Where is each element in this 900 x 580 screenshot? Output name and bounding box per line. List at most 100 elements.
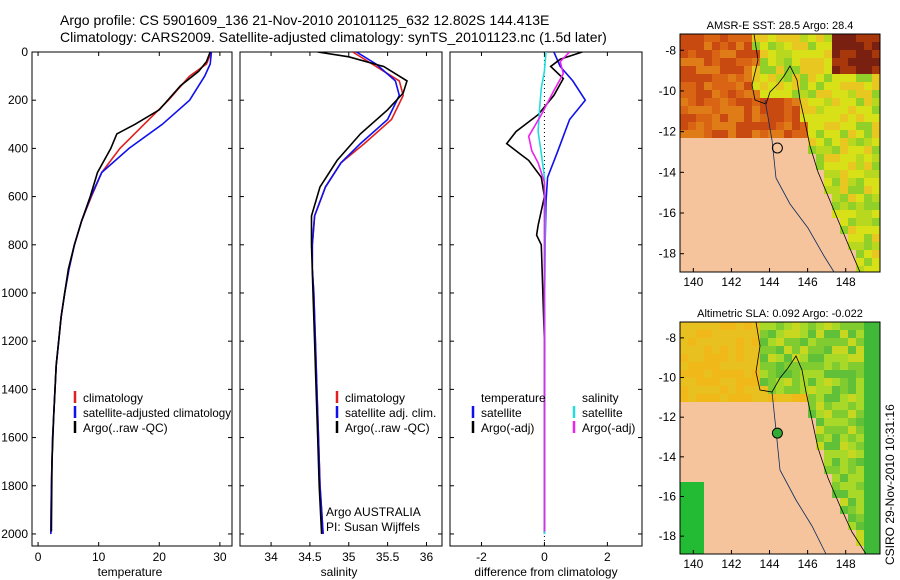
map-cell [792,66,800,74]
map-cell [856,234,864,242]
map-cell [848,458,856,466]
map-cell [872,426,880,434]
x-tick-label: 35 [342,550,356,564]
map-cell [872,138,880,146]
salinity-legend: climatology satellite adj. clim. Argo(..… [335,391,436,435]
map-cell [816,138,824,146]
map-cell [864,154,872,162]
map-cell [704,362,712,370]
map-cell [776,66,784,74]
map-cell [712,122,720,130]
map-cell [704,34,712,42]
map-cell [760,338,768,346]
map-cell [848,522,856,530]
map-cell [864,394,872,402]
map-cell [688,490,696,498]
map-cell [680,354,688,362]
map-cell [760,34,768,42]
map-cell [840,154,848,162]
map-cell [776,90,784,98]
map-cell [704,58,712,66]
map-cell [704,386,712,394]
map-cell [856,354,864,362]
map-cell [720,330,728,338]
map-cell [696,42,704,50]
map-cell [688,394,696,402]
map-cell [864,458,872,466]
map-cell [800,58,808,66]
map-cell [864,242,872,250]
map-cell [848,450,856,458]
map-cell [840,34,848,42]
map-cell [832,130,840,138]
map-cell [832,194,840,202]
map-cell [752,130,760,138]
map-cell [680,98,688,106]
map-cell [728,378,736,386]
legend-label-t-argo: Argo(-adj) [481,421,534,435]
map-cell [792,394,800,402]
map-cell [800,130,808,138]
map-cell [808,90,816,98]
map-cell [688,538,696,546]
map-cell [736,122,744,130]
map-cell [680,378,688,386]
map-cell [856,74,864,82]
map-cell [792,338,800,346]
map-cell [856,98,864,106]
map-cell [808,322,816,330]
map-cell [832,418,840,426]
map-cell [832,90,840,98]
y-tick-label: 400 [8,141,28,155]
sla-map-ticks: 140 142 144 146 148 -8 -10 -12 -14 -16 -18 [659,331,856,571]
map-cell [832,186,840,194]
map-cell [872,210,880,218]
map-cell [864,538,872,546]
map-cell [736,354,744,362]
map-cell [696,530,704,538]
map-cell [856,242,864,250]
map-cell [872,130,880,138]
map-cell [832,210,840,218]
y-tick-label: 1800 [1,479,28,493]
map-cell [840,106,848,114]
map-cell [792,330,800,338]
map-cell [768,122,776,130]
series-line-clim [50,52,213,535]
map-cell [800,354,808,362]
map-cell [688,346,696,354]
map-cell [832,346,840,354]
map-cell [872,106,880,114]
map-cell [696,538,704,546]
map-cell [768,74,776,82]
map-cell [856,194,864,202]
map-cell [752,106,760,114]
y-tick-label: 1400 [1,382,28,396]
map-cell [744,90,752,98]
map-cell [832,330,840,338]
map-cell [696,338,704,346]
map-y-tick-label: -14 [659,450,677,464]
map-cell [728,42,736,50]
map-cell [712,386,720,394]
map-cell [680,522,688,530]
map-cell [728,122,736,130]
map-cell [744,66,752,74]
map-cell [856,386,864,394]
map-cell [848,146,856,154]
map-cell [840,170,848,178]
map-cell [872,146,880,154]
map-cell [688,90,696,98]
map-cell [840,354,848,362]
difference-ticks: -2 0 2 [450,51,642,564]
y-tick-label: 1600 [1,431,28,445]
map-cell [864,114,872,122]
map-cell [872,354,880,362]
map-cell [768,378,776,386]
map-cell [848,82,856,90]
map-cell [856,402,864,410]
map-cell [760,322,768,330]
map-cell [680,546,688,554]
map-cell [712,34,720,42]
map-cell [832,386,840,394]
